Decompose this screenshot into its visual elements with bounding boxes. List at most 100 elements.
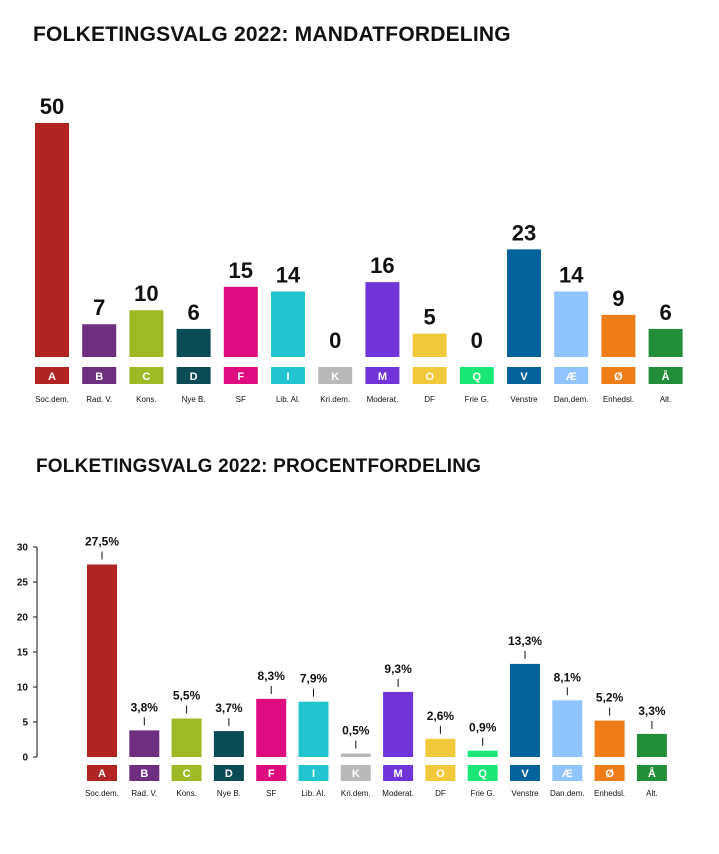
letter-badge-M xyxy=(365,367,400,384)
value-label-Æ: 8,1% xyxy=(554,670,582,684)
letter-badge-Æ xyxy=(552,765,583,781)
letter-label-K: K xyxy=(331,371,339,383)
bar-F xyxy=(256,698,287,757)
letter-label-Æ: Æ xyxy=(566,371,577,383)
letter-badge-O xyxy=(412,367,447,384)
bar-C xyxy=(171,718,202,757)
bar-D xyxy=(213,731,244,757)
value-label-B: 7 xyxy=(93,295,105,320)
letter-badge-B xyxy=(82,367,117,384)
letter-label-M: M xyxy=(394,768,403,780)
bar-K xyxy=(340,753,371,757)
y-tick-label: 5 xyxy=(22,718,28,729)
bar-O xyxy=(412,333,447,357)
value-label-Å: 6 xyxy=(659,300,671,325)
letter-badge-Æ xyxy=(554,367,589,384)
letter-label-C: C xyxy=(142,371,150,383)
letter-badge-Q xyxy=(459,367,494,384)
bar-Æ xyxy=(552,700,583,757)
letter-badge-F xyxy=(223,367,258,384)
bar-M xyxy=(365,282,400,357)
party-name-C: Kons. xyxy=(136,395,156,404)
bar-Æ xyxy=(554,291,589,357)
letter-label-Å: Å xyxy=(648,767,656,780)
party-name-Ø: Enhedsl. xyxy=(594,789,625,798)
bar-Å xyxy=(636,733,667,757)
bar-V xyxy=(507,249,541,357)
bar-B xyxy=(82,324,117,357)
letter-badge-C xyxy=(171,765,202,781)
letter-label-V: V xyxy=(520,371,528,383)
party-name-V: Venstre xyxy=(511,789,539,798)
letter-label-B: B xyxy=(140,768,148,780)
bar-I xyxy=(298,701,329,757)
party-name-F: SF xyxy=(266,789,276,798)
letter-badge-O xyxy=(425,765,456,781)
letter-label-O: O xyxy=(436,768,445,780)
value-label-Æ: 14 xyxy=(559,262,584,287)
letter-label-B: B xyxy=(95,371,103,383)
party-name-Å: Alt. xyxy=(646,789,658,798)
party-name-A: Soc.dem. xyxy=(85,789,119,798)
bar-Q xyxy=(467,750,498,757)
value-label-A: 50 xyxy=(40,94,64,119)
letter-label-I: I xyxy=(312,768,315,780)
value-label-K: 0 xyxy=(329,328,341,353)
letter-label-V: V xyxy=(521,768,529,780)
value-label-Ø: 9 xyxy=(612,286,624,311)
letter-badge-Ø xyxy=(594,765,625,781)
value-label-K: 0,5% xyxy=(342,724,370,738)
party-name-I: Lib. Al. xyxy=(276,395,300,404)
letter-badge-A xyxy=(87,765,117,781)
y-tick-label: 25 xyxy=(17,578,29,589)
value-label-F: 15 xyxy=(229,258,253,283)
value-label-Q: 0,9% xyxy=(469,721,497,735)
letter-badge-I xyxy=(298,765,329,781)
letter-label-Æ: Æ xyxy=(562,768,573,780)
letter-badge-K xyxy=(340,765,371,781)
value-label-Ø: 5,2% xyxy=(596,691,624,705)
letter-label-Ø: Ø xyxy=(614,371,623,383)
party-name-C: Kons. xyxy=(176,789,196,798)
party-name-Q: Frie G. xyxy=(470,789,494,798)
letter-label-Ø: Ø xyxy=(605,768,614,780)
value-label-I: 7,9% xyxy=(300,672,328,686)
letter-label-F: F xyxy=(237,371,244,383)
party-name-F: SF xyxy=(236,395,246,404)
letter-label-F: F xyxy=(268,768,275,780)
letter-label-D: D xyxy=(225,768,233,780)
value-label-V: 13,3% xyxy=(508,634,542,648)
party-name-M: Moderat. xyxy=(382,789,414,798)
bar-A xyxy=(87,564,117,757)
value-label-O: 2,6% xyxy=(427,709,455,723)
letter-badge-Ø xyxy=(601,367,636,384)
party-name-V: Venstre xyxy=(510,395,538,404)
chart-title-percent: FOLKETINGSVALG 2022: PROCENTFORDELING xyxy=(36,456,482,477)
y-tick-label: 20 xyxy=(17,613,29,624)
letter-badge-Å xyxy=(636,765,667,781)
bar-F xyxy=(223,286,258,357)
bar-Ø xyxy=(594,720,625,757)
value-label-D: 3,7% xyxy=(215,701,243,715)
chart-title-seats: FOLKETINGSVALG 2022: MANDATFORDELING xyxy=(33,23,511,46)
bar-I xyxy=(271,291,305,357)
letter-label-D: D xyxy=(190,371,198,383)
y-tick-label: 30 xyxy=(17,543,29,554)
letter-badge-C xyxy=(129,367,164,384)
letter-badge-Q xyxy=(467,765,498,781)
party-name-M: Moderat. xyxy=(367,395,399,404)
letter-label-K: K xyxy=(352,768,360,780)
value-label-A: 27,5% xyxy=(85,535,119,549)
value-label-B: 3,8% xyxy=(131,700,159,714)
party-name-K: Kri.dem. xyxy=(341,789,371,798)
letter-label-I: I xyxy=(286,371,289,383)
party-name-Q: Frie G. xyxy=(465,395,489,404)
letter-label-A: A xyxy=(48,371,56,383)
letter-badge-I xyxy=(271,367,305,384)
letter-badge-V xyxy=(507,367,541,384)
party-name-K: Kri.dem. xyxy=(320,395,350,404)
party-name-A: Soc.dem. xyxy=(35,395,69,404)
value-label-Å: 3,3% xyxy=(638,704,666,718)
bar-Å xyxy=(648,328,683,357)
